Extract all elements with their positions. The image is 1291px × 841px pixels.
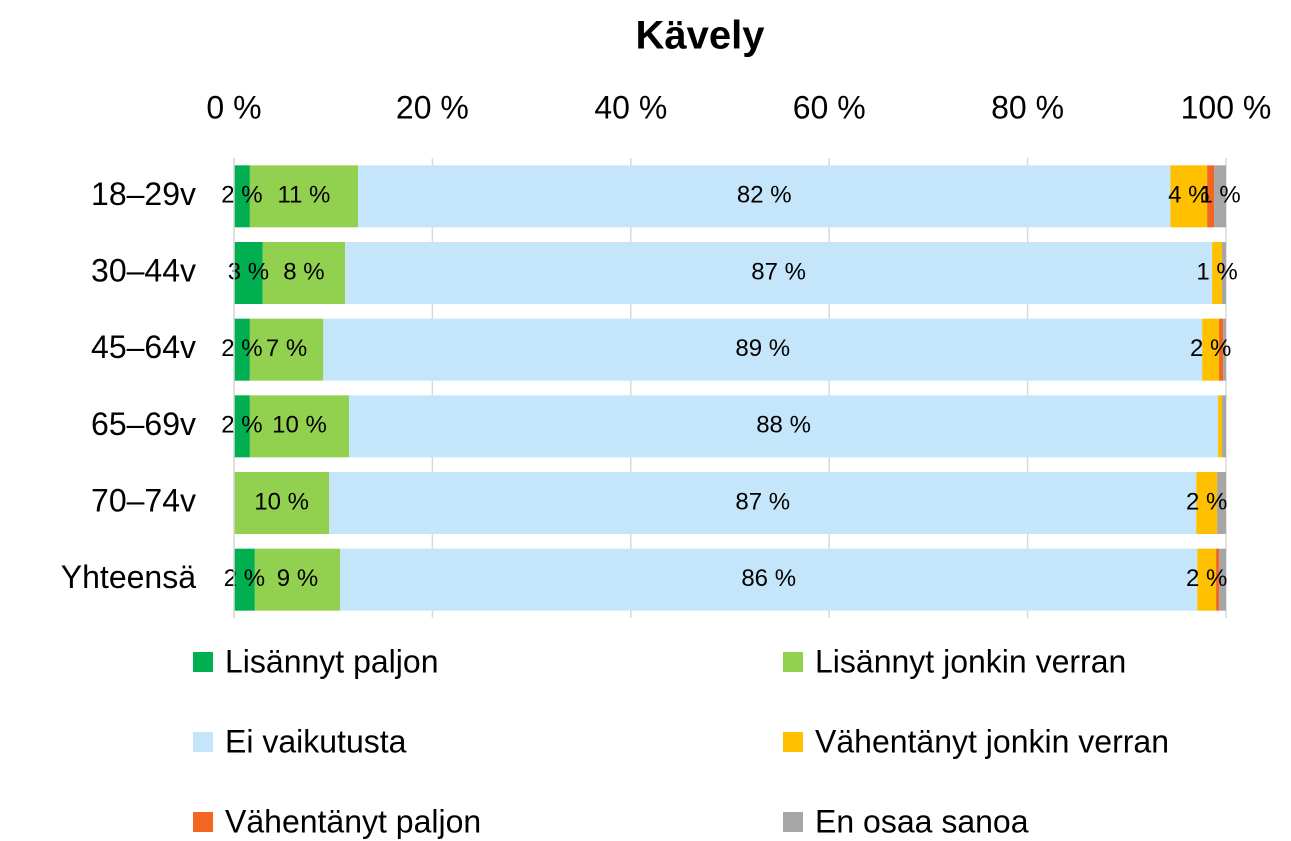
bar-segment	[1202, 318, 1220, 381]
x-tick-label: 60 %	[793, 89, 866, 125]
data-label: 82 %	[737, 182, 792, 209]
bar-segment	[1196, 472, 1218, 534]
bar-segment	[234, 472, 330, 534]
bar-segment	[1212, 242, 1223, 304]
bar-segment	[249, 318, 324, 381]
y-tick-label: 65–69v	[91, 406, 196, 442]
bar-segment	[1170, 165, 1208, 228]
data-label: 10 %	[272, 412, 327, 439]
bar-segment	[249, 165, 358, 228]
data-label: 87 %	[751, 258, 806, 285]
data-label: 8 %	[283, 258, 324, 285]
data-label: 86 %	[741, 565, 796, 592]
bar-segment	[345, 242, 1213, 304]
bar-segment	[1217, 472, 1226, 534]
chart-title: Kävely	[636, 14, 766, 58]
data-label: 11 %	[277, 182, 330, 209]
bar-segment	[234, 242, 263, 304]
bar-segment	[262, 242, 346, 304]
legend-swatch	[783, 652, 803, 672]
x-tick-label: 80 %	[991, 89, 1064, 125]
bar-segment	[234, 548, 255, 611]
data-label: 4 %	[1168, 182, 1209, 209]
data-label: 2 %	[221, 335, 262, 362]
bar-segment	[329, 472, 1197, 534]
y-tick-label: 70–74v	[91, 482, 196, 518]
legend-swatch	[783, 812, 803, 832]
bar-segment	[254, 548, 341, 611]
legend-label: Lisännyt paljon	[225, 643, 438, 679]
data-label: 10 %	[254, 488, 309, 515]
bar-segment	[1216, 548, 1220, 611]
bar-segment	[234, 165, 250, 228]
data-label: 1 %	[1196, 258, 1237, 285]
bar-segment	[323, 318, 1203, 381]
y-tick-label: Yhteensä	[61, 559, 196, 595]
legend-label: Lisännyt jonkin verran	[815, 643, 1126, 679]
bar-segment	[1222, 242, 1226, 304]
data-label: 1 %	[1199, 182, 1240, 209]
x-tick-label: 100 %	[1181, 89, 1272, 125]
bar-segment	[1219, 318, 1224, 381]
data-label: 2 %	[1190, 335, 1231, 362]
data-label: 7 %	[266, 335, 307, 362]
data-label: 2 %	[221, 412, 262, 439]
bar-segment	[234, 318, 250, 381]
bar-segment	[249, 395, 350, 458]
legend-swatch	[193, 732, 213, 752]
bar-segment	[1223, 318, 1226, 381]
bar-segment	[1222, 395, 1226, 458]
legend-swatch	[193, 652, 213, 672]
y-tick-label: 30–44v	[91, 252, 196, 288]
legend-swatch	[193, 812, 213, 832]
bar-segment	[1207, 165, 1215, 228]
data-label: 2 %	[224, 565, 265, 592]
y-tick-label: 45–64v	[91, 329, 196, 365]
bar-segment	[1219, 548, 1226, 611]
bar-segment	[1218, 395, 1223, 458]
data-label: 9 %	[277, 565, 318, 592]
legend-swatch	[783, 732, 803, 752]
bar-segment	[234, 395, 250, 458]
data-label: 2 %	[1186, 488, 1227, 515]
bar-segment	[349, 395, 1219, 458]
x-tick-label: 20 %	[396, 89, 469, 125]
legend-label: En osaa sanoa	[815, 803, 1029, 839]
y-tick-label: 18–29v	[91, 176, 196, 212]
legend-label: Ei vaikutusta	[225, 723, 407, 759]
data-label: 89 %	[735, 335, 790, 362]
bar-segment	[358, 165, 1171, 228]
x-tick-label: 0 %	[206, 89, 261, 125]
x-tick-label: 40 %	[594, 89, 667, 125]
bar-segment	[1197, 548, 1217, 611]
bar-segment	[1214, 165, 1226, 228]
data-label: 87 %	[735, 488, 790, 515]
data-label: 88 %	[756, 412, 811, 439]
legend-label: Vähentänyt jonkin verran	[815, 723, 1169, 759]
data-label: 2 %	[1186, 565, 1227, 592]
data-label: 2 %	[221, 182, 262, 209]
bar-segment	[340, 548, 1198, 611]
legend-label: Vähentänyt paljon	[225, 803, 481, 839]
